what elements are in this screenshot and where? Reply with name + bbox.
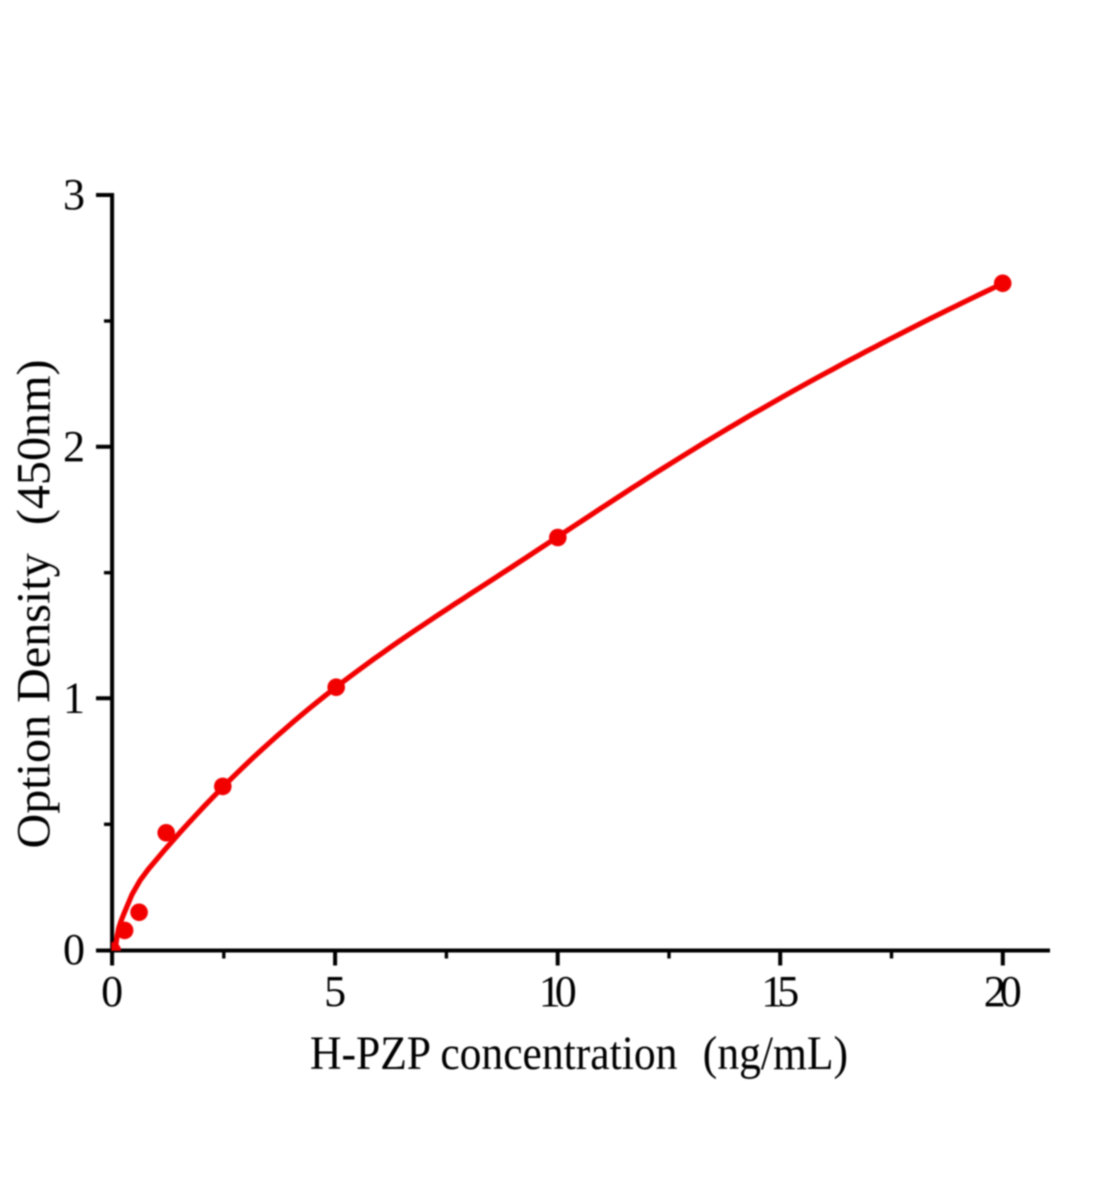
svg-text:Option Density (450nm): Option Density (450nm) (8, 360, 61, 849)
svg-text:1: 1 (63, 674, 85, 723)
svg-text:H-PZP concentration (ng/mL): H-PZP concentration (ng/mL) (310, 1027, 848, 1080)
svg-text:0: 0 (101, 967, 123, 1016)
svg-text:15: 15 (761, 967, 799, 1016)
svg-text:20: 20 (984, 967, 1022, 1016)
svg-text:5: 5 (324, 967, 346, 1016)
svg-text:2: 2 (63, 422, 85, 471)
svg-text:0: 0 (63, 925, 85, 974)
svg-text:10: 10 (539, 967, 577, 1016)
svg-text:3: 3 (63, 170, 85, 219)
